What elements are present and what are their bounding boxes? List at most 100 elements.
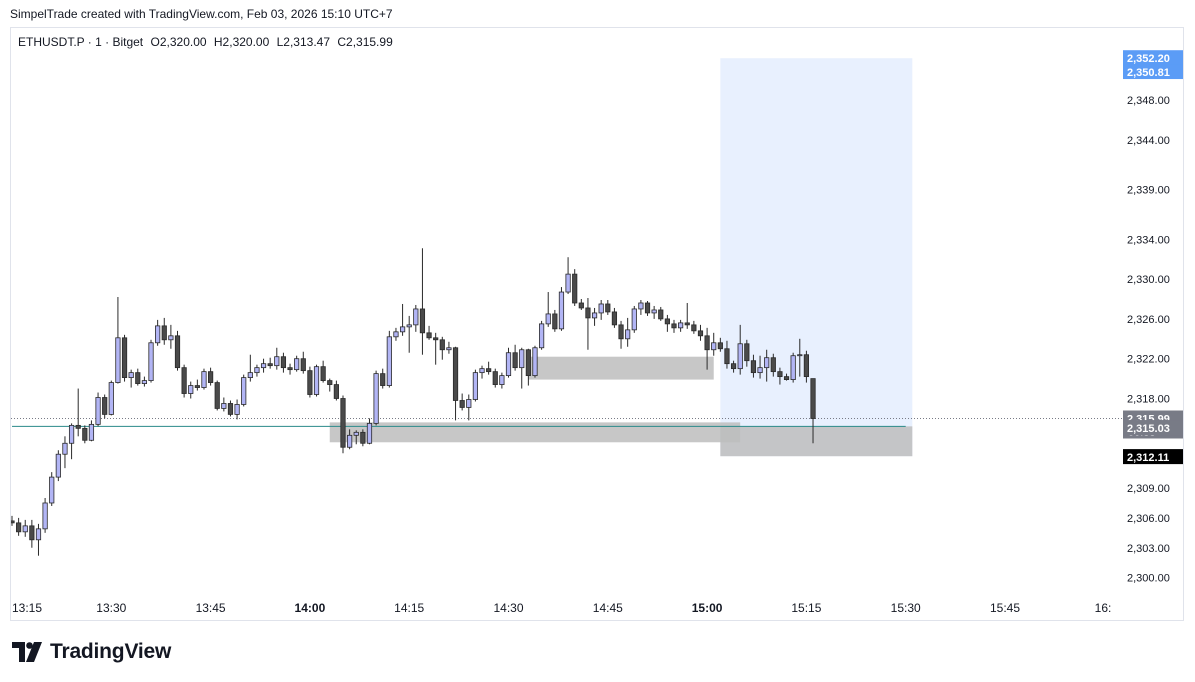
candle-body (260, 363, 267, 369)
y-tick-label: 2,344.00 (1127, 135, 1170, 147)
candle (49, 472, 55, 506)
candle (783, 373, 790, 381)
candle-body (320, 366, 326, 381)
candle-body (684, 322, 690, 326)
candlestick-chart[interactable]: 2,300.00 2,303.00 2,306.00 2,309.00 2,318.00… (11, 28, 1183, 620)
candle (558, 287, 565, 331)
candle-body (552, 313, 558, 330)
candle-body (625, 329, 631, 340)
candle (678, 319, 684, 332)
candle-body (68, 424, 75, 444)
candle (42, 498, 48, 533)
candle-body (505, 352, 512, 377)
candle (188, 381, 194, 399)
y-tick-label: 2,309.00 (1127, 483, 1170, 495)
candle-body (413, 308, 419, 326)
candle (591, 307, 598, 326)
grey-zone[interactable] (528, 356, 714, 380)
candle (797, 338, 803, 377)
candle (532, 345, 538, 378)
candle-body (426, 332, 432, 339)
chart-panel[interactable]: 2,300.00 2,303.00 2,306.00 2,309.00 2,318.00… (10, 27, 1184, 621)
price-tag-bg (1123, 449, 1183, 465)
x-tick-label: 13:45 (196, 601, 226, 615)
x-tick-label: 15:00 (692, 601, 723, 615)
candle (671, 319, 677, 333)
candle-body (783, 376, 790, 380)
candle (300, 351, 306, 374)
candle (68, 423, 75, 460)
candle (803, 350, 810, 383)
candle (717, 337, 723, 352)
candle (29, 519, 35, 548)
candle-body (433, 337, 439, 341)
candle (214, 380, 220, 411)
candle-body (532, 347, 538, 377)
symbol-name[interactable]: ETHUSDT.P · 1 · Bitget (18, 35, 144, 49)
candle-body (691, 324, 697, 332)
candle (247, 354, 253, 382)
candle-body (194, 385, 200, 388)
candle-body (373, 373, 379, 424)
candle-body (380, 373, 386, 386)
candle (810, 378, 816, 444)
grey-zone[interactable] (329, 422, 741, 443)
candle (413, 304, 419, 332)
candle (764, 349, 770, 382)
candle (512, 344, 518, 371)
candle-body (644, 302, 651, 314)
candle-body (313, 366, 320, 395)
candle-body (168, 335, 174, 341)
projection-zone[interactable] (720, 58, 913, 457)
candle (426, 325, 432, 340)
candle (234, 399, 240, 420)
candle-body (366, 422, 373, 444)
candle (227, 400, 234, 417)
x-tick-label: 13:30 (96, 601, 126, 615)
candle (22, 519, 28, 537)
grey-zone[interactable] (720, 426, 913, 457)
candle (88, 420, 95, 442)
y-tick-label: 2,330.00 (1127, 274, 1170, 286)
candle (479, 365, 485, 379)
candle-body (174, 335, 181, 369)
y-tick-label: 2,322.00 (1127, 354, 1170, 366)
price-tag: 2,315.03 (1123, 420, 1183, 436)
candle-body (452, 347, 459, 401)
candle-body (572, 273, 578, 304)
candle-body (519, 349, 525, 369)
tradingview-logo[interactable]: TradingView (12, 640, 171, 664)
candle-body (512, 352, 518, 369)
candle-body (108, 382, 114, 415)
candle (353, 430, 359, 445)
candle-body (711, 342, 717, 351)
candle-body (333, 384, 339, 399)
candle-body (161, 325, 167, 341)
candle-body (241, 377, 247, 405)
candle (161, 317, 167, 345)
candle-body (214, 382, 220, 409)
candle-body (102, 397, 108, 415)
candle (697, 324, 704, 341)
candle-body (565, 273, 571, 293)
candle-body (294, 358, 300, 371)
candle-body (803, 354, 810, 378)
candle (347, 429, 353, 450)
candle (625, 317, 631, 347)
candle (115, 297, 121, 384)
candle-body (75, 424, 81, 429)
candle (55, 450, 61, 482)
candle (360, 429, 366, 447)
candle (644, 300, 651, 316)
candle-body (121, 337, 128, 379)
candle-body (492, 371, 498, 385)
candle (35, 523, 42, 556)
candle-body (207, 371, 214, 383)
candle (108, 380, 114, 416)
candle (664, 314, 670, 332)
candle (472, 369, 479, 402)
candle-body (545, 313, 551, 325)
candle-body (201, 371, 207, 388)
candle (307, 366, 313, 398)
candle-body (658, 309, 664, 320)
